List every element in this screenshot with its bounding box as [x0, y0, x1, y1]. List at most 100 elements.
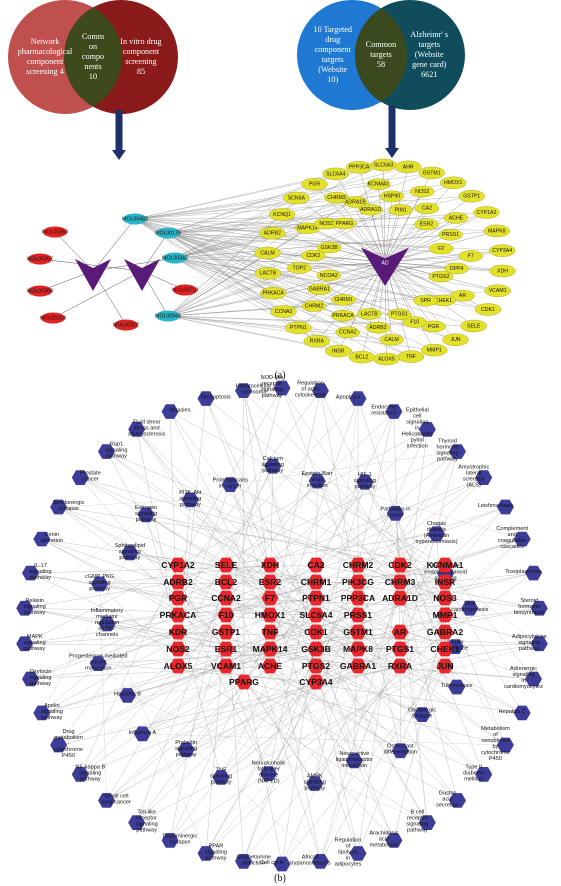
gene-node	[436, 607, 454, 623]
pathway-label: Dopaminergic synapse	[163, 833, 198, 845]
edge	[315, 643, 540, 683]
edge	[167, 214, 283, 234]
edge	[174, 257, 320, 290]
edge	[320, 648, 446, 862]
gene-node	[349, 557, 367, 573]
edge	[225, 572, 534, 650]
target-label: LACTB	[259, 271, 276, 277]
pathway-node	[349, 846, 367, 861]
molecule-node	[123, 213, 147, 225]
edge	[80, 614, 227, 775]
target-label: SLC6A4	[326, 171, 345, 177]
gene-node	[436, 624, 454, 640]
edge	[225, 466, 273, 566]
edge	[106, 451, 446, 599]
gene-label: CDK2	[388, 560, 412, 570]
edge	[357, 477, 484, 616]
gene-label: JUN	[436, 661, 453, 671]
hub-label: AD	[381, 260, 388, 266]
edge	[269, 597, 359, 854]
pathway-node	[221, 477, 239, 492]
gene-label: GABRA1	[340, 661, 377, 671]
target-label: ADRB2	[264, 231, 281, 237]
target-node	[379, 334, 404, 346]
hub-node	[124, 259, 160, 291]
edge	[269, 597, 484, 775]
edge	[220, 631, 401, 778]
edge	[98, 663, 317, 683]
gene-node	[349, 590, 367, 606]
hub-node	[361, 247, 409, 286]
venn-diagram-components: Network pharmacological component screening…	[8, 0, 178, 114]
pathway-label: Gastric acid secretion	[436, 790, 459, 808]
edge	[243, 648, 317, 862]
target-label: KCNQ1	[273, 212, 291, 218]
pathway-label: Metabolism of xenobiotics by cytochrome P450	[481, 726, 510, 762]
pathway-label: Toxoplasmosis	[505, 569, 542, 575]
gene-node	[217, 624, 235, 640]
pathway-label: Regulation of actin cytoskeleton	[295, 381, 326, 399]
pathway-node	[496, 737, 514, 753]
pathway-node	[386, 505, 404, 521]
pathway-node	[133, 726, 151, 742]
pathway-node	[33, 705, 51, 721]
edge	[205, 573, 446, 854]
target-label: AR	[459, 293, 466, 299]
edge	[399, 538, 523, 650]
pathway-label: Estrogen signaling pathway	[135, 505, 157, 523]
gene-node	[307, 624, 325, 640]
pathway-label: Adrenergic signaling in cardiomyocytes	[504, 666, 543, 690]
molecule-label: MOL00944	[155, 313, 181, 319]
edge	[267, 261, 386, 274]
gene-label: AR	[394, 627, 407, 637]
edge	[41, 614, 359, 714]
target-label: HSP90	[384, 194, 401, 200]
edge	[225, 581, 283, 865]
edge	[134, 218, 488, 310]
pathway-label: Tuberculosis	[441, 683, 473, 689]
edge	[272, 466, 401, 583]
target-node	[442, 333, 469, 346]
edge	[315, 564, 540, 609]
pathway-label: Oxytocin signaling pathway	[29, 669, 51, 687]
edge	[399, 533, 437, 583]
target-node	[387, 308, 412, 321]
gene-node	[169, 590, 187, 606]
edge	[134, 184, 379, 220]
target-node	[254, 246, 281, 260]
pathway-label: Hepatocellular carcinoma	[236, 384, 272, 396]
gene-node	[169, 658, 187, 674]
edge	[225, 614, 456, 647]
target-node	[489, 264, 516, 278]
edge	[142, 665, 401, 735]
edge	[141, 232, 169, 272]
edge	[174, 234, 451, 259]
gene-label: MMP1	[433, 610, 458, 620]
pathway-node	[71, 767, 89, 782]
edge	[315, 477, 484, 566]
gene-label: ADRB2	[163, 577, 193, 587]
edge	[177, 614, 222, 778]
edge	[177, 398, 359, 599]
gene-label: PRKACA	[160, 610, 197, 620]
gene-label: CHEK1	[430, 644, 459, 654]
pathway-label: Proteoglycans in cancer	[213, 478, 249, 490]
target-label: HMOX1	[444, 180, 463, 186]
edge	[58, 665, 401, 746]
edge	[399, 573, 446, 599]
target-node	[379, 190, 405, 203]
edge	[106, 623, 179, 650]
gene-node	[307, 590, 325, 606]
target-label: TOP2	[293, 265, 307, 271]
edge	[357, 631, 446, 854]
gene-node	[307, 658, 325, 674]
pathway-label: Cholinergic synapse	[408, 708, 436, 720]
pathway-label: AMPK signaling pathway	[304, 774, 326, 792]
target-node	[439, 176, 467, 190]
gene-label: PPP3CA	[341, 593, 375, 603]
pathway-node	[475, 767, 493, 782]
target-label: TNF	[406, 354, 416, 360]
pathway-label: Relaxin signaling pathway	[24, 598, 46, 616]
edge	[283, 261, 386, 312]
edge	[243, 390, 317, 650]
